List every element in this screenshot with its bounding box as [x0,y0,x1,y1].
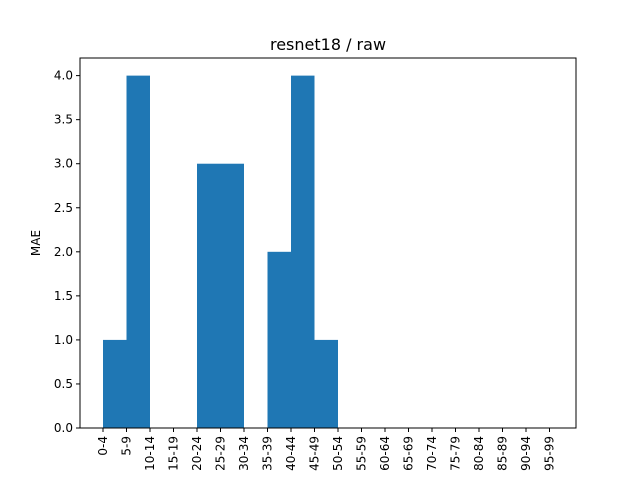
bar-40-44 [291,75,315,428]
bar-35-39 [267,251,291,428]
y-axis-label: MAE [29,230,43,256]
y-tick-label: 2.0 [54,245,73,259]
y-tick-label: 1.0 [54,333,73,347]
x-tick-label: 55-59 [355,436,369,471]
y-tick-label: 3.0 [54,157,73,171]
x-tick-label: 70-74 [425,436,439,471]
x-tick-label: 90-94 [519,436,533,471]
x-tick-label: 10-14 [143,436,157,471]
bar-5-9 [126,75,150,428]
y-tick-label: 0.0 [54,421,73,435]
x-tick-label: 65-69 [402,436,416,471]
x-tick-label: 20-24 [190,436,204,471]
bar-25-29 [220,163,244,428]
plot-frame [79,57,577,429]
x-tick-label: 95-99 [543,436,557,471]
y-tick-label: 4.0 [54,69,73,83]
x-tick-label: 75-79 [449,436,463,471]
bar-0-4 [103,339,127,428]
x-tick-label: 15-19 [167,436,181,471]
x-tick-label: 0-4 [96,436,110,456]
x-tick-label: 50-54 [331,436,345,471]
x-tick-label: 35-39 [261,436,275,471]
y-tick-label: 2.5 [54,201,73,215]
x-tick-label: 25-29 [214,436,228,471]
x-tick-label: 80-84 [472,436,486,471]
x-tick-label: 40-44 [284,436,298,471]
x-tick-label: 60-64 [378,436,392,471]
chart-title: resnet18 / raw [270,35,386,54]
x-ticks-group: 0-4 5-9 10-14 15-19 20-24 25-29 30-34 35-39 40-4… [96,428,557,471]
y-tick-label: 1.5 [54,289,73,303]
y-ticks-group: 0.0 0.5 1.0 1.5 2.0 2.5 3.0 3.5 4.0 [54,69,80,435]
x-tick-label: 30-34 [237,436,251,471]
y-tick-label: 3.5 [54,113,73,127]
bar-45-49 [314,339,338,428]
bar-20-24 [197,163,221,428]
bars-group [103,75,338,428]
x-tick-label: 85-89 [496,436,510,471]
x-tick-label: 45-49 [308,436,322,471]
x-tick-label: 5-9 [120,436,134,456]
y-tick-label: 0.5 [54,377,73,391]
